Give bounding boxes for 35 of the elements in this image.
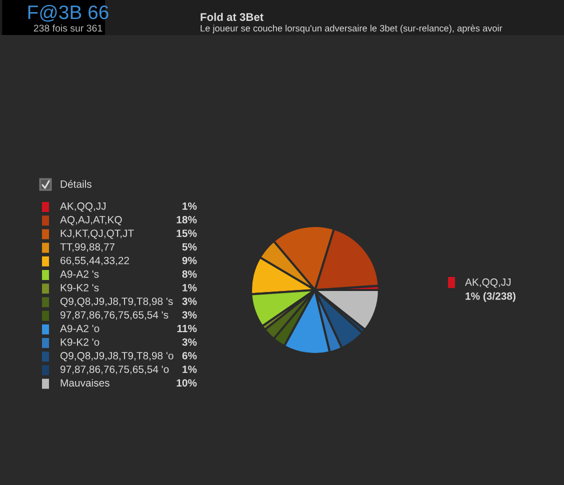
text: AK,QQ,JJ xyxy=(465,278,511,288)
data-label: 1% xyxy=(182,366,197,373)
data-label: 9% xyxy=(182,256,197,264)
chart-subtitle: Le joueur se couche lorsqu'un adversaire le 3bet (sur-relance), après avoir xyxy=(200,24,502,34)
data-label: 3% xyxy=(182,338,197,346)
legend-label: 97,87,86,76,75,65,54 'o xyxy=(60,366,169,374)
data-label: 5% xyxy=(182,243,197,251)
data-label: 8% xyxy=(182,270,197,278)
legend-label: Q9,Q8,J9,J8,T9,T8,98 's xyxy=(60,298,173,307)
legend-label: A9-A2 's xyxy=(60,270,99,278)
legend-label: TT,99,88,77 xyxy=(60,243,114,252)
text: 238 fois sur 361 xyxy=(34,24,102,32)
data-label: 10% xyxy=(176,379,197,387)
legend-label: Q9,Q8,J9,J8,T9,T8,98 'o xyxy=(60,352,174,362)
text: 1% (3/238) xyxy=(466,292,516,302)
legend-label: 66,55,44,33,22 xyxy=(60,256,129,266)
data-label: 1% xyxy=(182,202,197,210)
legend-label: Mauvaises xyxy=(60,378,110,387)
legend-label: K9-K2 'o xyxy=(60,338,100,346)
text: F@3B 66 xyxy=(28,4,108,22)
data-label: 18% xyxy=(176,216,197,224)
text: Détails xyxy=(60,180,92,188)
legend-label: 97,87,86,76,75,65,54 's xyxy=(60,311,168,320)
data-label: 15% xyxy=(176,230,197,237)
legend-label: AQ,AJ,AT,KQ xyxy=(60,216,122,226)
legend-label: K9-K2 's xyxy=(60,284,99,292)
data-label: 6% xyxy=(182,352,197,360)
legend-label: A9-A2 'o xyxy=(60,324,100,332)
data-label: 3% xyxy=(182,298,197,306)
legend-label: AK,QQ,JJ xyxy=(60,202,106,212)
data-label: 3% xyxy=(182,311,197,319)
chart-title: Fold at 3Bet xyxy=(200,12,264,21)
data-label: 11% xyxy=(177,324,197,332)
data-label: 1% xyxy=(182,284,197,292)
legend-label: KJ,KT,QJ,QT,JT xyxy=(60,230,134,239)
